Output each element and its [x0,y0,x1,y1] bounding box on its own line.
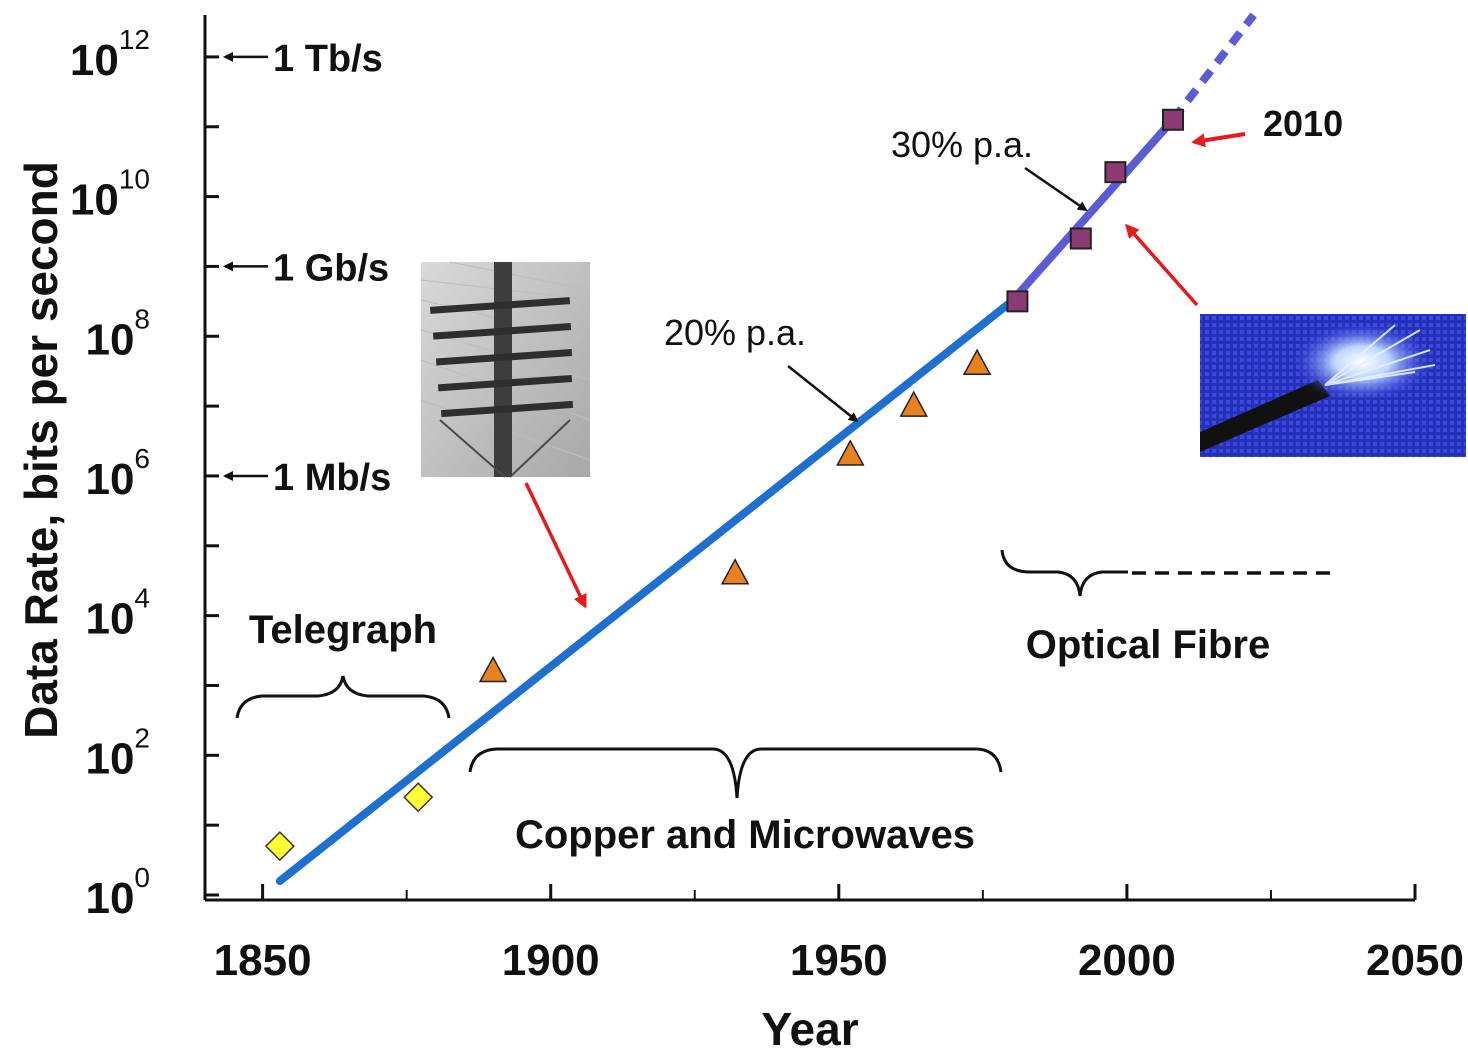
rate-markers: 1 Tb/s 1 Gb/s 1 Mb/s [223,38,391,499]
x-tick-label: 1900 [502,936,600,985]
growth-label-30: 30% p.a. [891,124,1033,165]
data-point-square [1104,161,1127,184]
y-tick-label: 108 [85,303,150,364]
optical-fibre-photo [1200,314,1466,457]
y-tick-label: 1012 [70,24,150,85]
era-label-telegraph: Telegraph [249,608,437,652]
data-point-triangle [478,655,508,683]
x-tick-label: 1850 [214,936,312,985]
growth-label-20: 20% p.a. [664,312,806,353]
y-tick-label: 106 [85,443,150,504]
data-point-triangle [899,390,928,417]
rate-marker-label: 1 Mb/s [273,457,391,499]
data-point-diamond [403,782,434,813]
trend-line [1169,12,1257,123]
y-axis-title: Data Rate, bits per second [15,161,67,739]
telegraph-photo-arrow [524,482,587,609]
rate-marker-label: 1 Gb/s [273,247,389,289]
x-tick-label: 2050 [1366,936,1464,985]
trend-line [275,297,1016,886]
rate-marker-label: 1 Tb/s [273,38,383,80]
brace-telegraph [235,675,451,719]
year-callout-arrow [1191,132,1246,148]
y-tick-label: 1010 [70,164,150,225]
data-point-triangle [962,348,992,375]
data-point-square [1069,227,1092,250]
era-label-optical: Optical Fibre [1026,623,1271,667]
data-point-diamond [264,831,295,862]
telegraph-pole-photo [420,261,591,478]
y-tick-label: 102 [85,722,150,783]
era-label-copper: Copper and Microwaves [515,813,975,857]
x-tick-label: 1950 [790,936,888,985]
data-point-triangle [836,439,865,466]
growth-arrow-20 [787,365,859,423]
era-braces [235,549,1335,799]
y-ticks: 100 102 104 106 108 1010 1012 [70,24,219,923]
y-tick-label: 104 [85,583,150,644]
y-tick-label: 100 [85,862,150,923]
year-callout-2010: 2010 [1263,103,1343,144]
optical-photo-arrow [1125,223,1199,307]
x-axis-title: Year [761,1003,858,1054]
x-ticks: 1850 1900 1950 2000 2050 [214,884,1464,985]
x-tick-label: 2000 [1078,936,1176,985]
data-point-square [1162,108,1184,131]
data-point-square [1006,290,1029,313]
data-points [264,108,1184,862]
trend-line [1007,115,1177,306]
growth-arrow-30 [1024,166,1088,212]
brace-optical [1000,549,1128,597]
data-point-triangle [720,558,750,585]
brace-copper [468,747,1003,799]
trend-lines [275,12,1257,886]
